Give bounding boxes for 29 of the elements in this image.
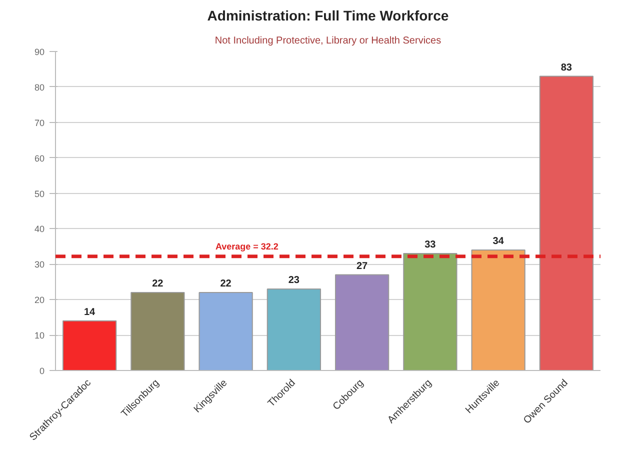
y-tick-label: 80 [34,82,45,92]
bar [62,320,117,370]
chart-subtitle: Not Including Protective, Library or Health Services [214,36,442,46]
data-label: 33 [424,240,436,251]
data-label: 22 [220,278,232,290]
data-label: 23 [288,274,300,286]
bar [539,76,594,370]
bar [266,288,322,370]
data-label: 27 [356,260,368,272]
chart-title: Administration: Full Time Workforce [207,8,449,24]
y-tick-label: 10 [34,330,45,341]
data-label: 22 [152,278,164,290]
data-label: 34 [492,236,504,247]
y-tick-label: 40 [34,224,45,234]
y-tick-label: 90 [34,47,45,57]
data-label: 83 [560,62,572,74]
bar [198,292,253,370]
bar [130,292,185,370]
ref-line-label: Average = 32.2 [215,241,278,252]
y-tick-label: 50 [34,188,45,199]
y-tick-label: 20 [34,295,45,306]
y-tick-label: 60 [34,153,45,164]
bar [471,249,526,370]
bar [403,253,458,370]
bar [334,274,390,370]
y-tick-label: 70 [34,118,45,128]
y-tick-label: 0 [39,366,45,376]
data-label: 14 [84,306,96,318]
y-tick-label: 30 [34,260,45,270]
